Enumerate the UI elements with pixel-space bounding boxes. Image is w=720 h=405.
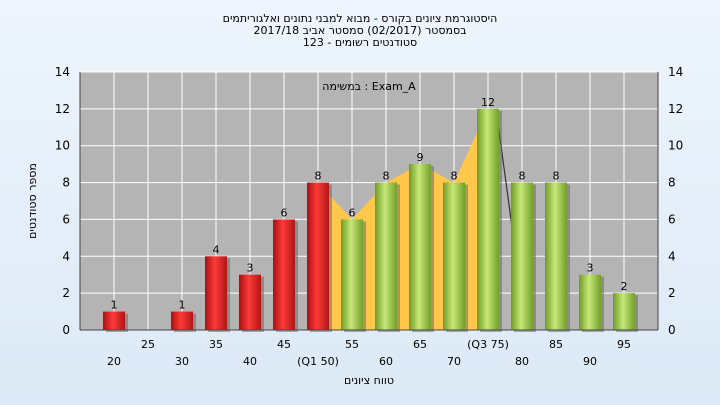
bar-value-label: 3 [247,262,254,275]
bar-value-label: 2 [621,280,628,293]
bar-60 [375,182,397,330]
bar-value-label: 6 [349,206,356,219]
x-tick-label: 20 [107,355,121,368]
title-line-1: היסטוגרמת ציונים בקורס - מבוא למבני נתונ… [223,12,498,25]
x-axis-title: טווח ציונים [344,374,394,387]
y-tick-right: 14 [668,65,683,79]
bar-50 [307,182,329,330]
bar-40 [239,274,261,330]
bar-70 [443,182,465,330]
y-tick-left: 2 [62,286,70,300]
y-tick-right: 0 [668,323,676,337]
bar-30 [171,311,193,330]
y-tick-left: 4 [62,249,70,263]
y-tick-right: 8 [668,176,676,190]
y-tick-left: 0 [62,323,70,337]
bar-value-label: 8 [451,170,458,183]
y-tick-left: 10 [55,139,70,153]
y-tick-left: 14 [55,65,70,79]
y-tick-right: 10 [668,139,683,153]
bar-20 [103,311,125,330]
assignment-annotation: במשימה : Exam_A [322,80,416,93]
bar-55 [341,219,363,330]
bar-95 [613,293,635,330]
chart-title: היסטוגרמת ציונים בקורס - מבוא למבני נתונ… [223,12,498,49]
x-tick-label: 65 [413,338,427,351]
x-tick-label: (Q3 75) [467,338,509,351]
bar-75 [477,108,499,330]
y-tick-left: 6 [62,212,70,226]
x-tick-label: 90 [583,355,597,368]
x-tick-label: 60 [379,355,393,368]
y-tick-right: 6 [668,212,676,226]
x-tick-label: 45 [277,338,291,351]
bar-80 [511,182,533,330]
x-tick-label: 80 [515,355,529,368]
y-tick-left: 8 [62,176,70,190]
bars: 1 1 4 3 6 8 6 8 9 8 12 8 8 3 2 [103,96,638,332]
bar-value-label: 3 [587,262,594,275]
title-line-2: בסמסטר (02/2017) סמסטר אביב 2017/18 [253,24,466,37]
bar-90 [579,274,601,330]
y-tick-right: 2 [668,286,676,300]
bar-85 [545,182,567,330]
bar-value-label: 8 [553,170,560,183]
x-tick-label: 30 [175,355,189,368]
bar-value-label: 12 [481,96,495,109]
x-tick-label: 40 [243,355,257,368]
x-tick-label: (Q1 50) [297,355,339,368]
y-tick-left: 12 [55,102,70,116]
bar-45 [273,219,295,330]
bar-value-label: 8 [315,170,322,183]
bar-65 [409,164,431,330]
y-axis-title: מספר סטודנטים [26,163,39,239]
bar-value-label: 8 [519,170,526,183]
bar-value-label: 1 [111,299,118,312]
y-tick-right: 4 [668,249,676,263]
bar-value-label: 6 [281,206,288,219]
x-tick-label: 25 [141,338,155,351]
bar-value-label: 4 [213,243,220,256]
bar-value-label: 1 [179,299,186,312]
x-tick-label: 35 [209,338,223,351]
title-line-3: סטודנטים רשומים - 123 [303,36,417,49]
bar-35 [205,256,227,330]
bar-value-label: 9 [417,151,424,164]
x-tick-label: 85 [549,338,563,351]
x-tick-label: 70 [447,355,461,368]
x-tick-label: 95 [617,338,631,351]
x-tick-label: 55 [345,338,359,351]
y-tick-right: 12 [668,102,683,116]
bar-value-label: 8 [383,170,390,183]
